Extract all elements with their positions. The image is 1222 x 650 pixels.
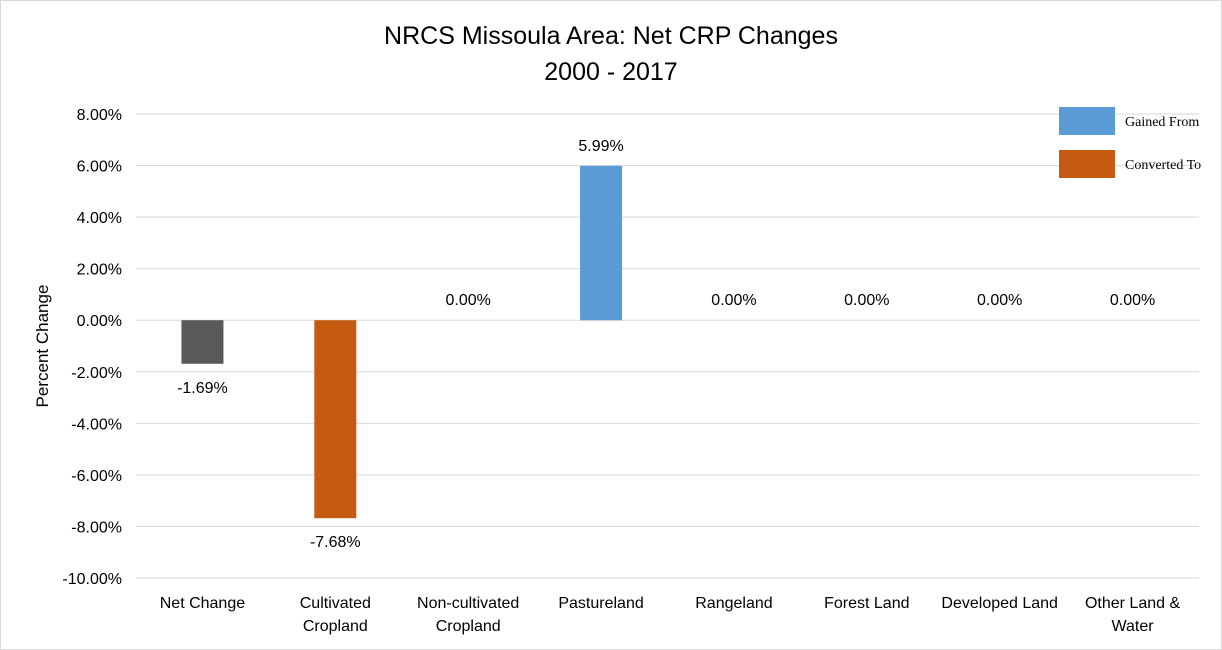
y-tick-label: 4.00% [77, 210, 122, 227]
data-label: 0.00% [711, 292, 756, 309]
y-tick-label: -2.00% [71, 365, 122, 382]
data-label: 0.00% [977, 292, 1022, 309]
chart-title: NRCS Missoula Area: Net CRP Changes [384, 22, 838, 50]
data-label: 0.00% [1110, 292, 1155, 309]
y-tick-label: 0.00% [77, 313, 122, 330]
x-tick-label: Non-cultivated [417, 595, 519, 612]
data-label: 0.00% [446, 292, 491, 309]
legend-swatch [1059, 150, 1115, 178]
bar [314, 320, 357, 519]
y-tick-label: -8.00% [71, 519, 122, 536]
y-axis-label: Percent Change [33, 285, 52, 408]
x-tick-label: Forest Land [824, 595, 909, 612]
data-label: -7.68% [310, 534, 361, 551]
y-tick-label: 6.00% [77, 159, 122, 176]
data-label: 5.99% [578, 138, 623, 155]
y-tick-label: -6.00% [71, 468, 122, 485]
y-tick-label: -10.00% [62, 571, 122, 588]
x-tick-label: Developed Land [941, 595, 1058, 612]
x-tick-label: Cropland [436, 618, 501, 635]
x-tick-label: Cropland [303, 618, 368, 635]
y-tick-label: -4.00% [71, 416, 122, 433]
chart-subtitle: 2000 - 2017 [544, 58, 678, 86]
x-tick-label: Rangeland [695, 595, 772, 612]
legend-label: Gained From [1125, 115, 1199, 130]
x-tick-label: Water [1112, 618, 1155, 635]
data-label: 0.00% [844, 292, 889, 309]
x-tick-label: Other Land & [1085, 595, 1181, 612]
x-tick-label: Pastureland [558, 595, 643, 612]
bar [181, 320, 224, 364]
data-label: -1.69% [177, 380, 228, 397]
x-tick-label: Net Change [160, 595, 245, 612]
x-tick-label: Cultivated [300, 595, 371, 612]
legend-label: Converted To [1125, 158, 1201, 173]
y-tick-label: 2.00% [77, 262, 122, 279]
legend-swatch [1059, 107, 1115, 135]
bar [580, 165, 623, 321]
y-tick-label: 8.00% [77, 107, 122, 124]
